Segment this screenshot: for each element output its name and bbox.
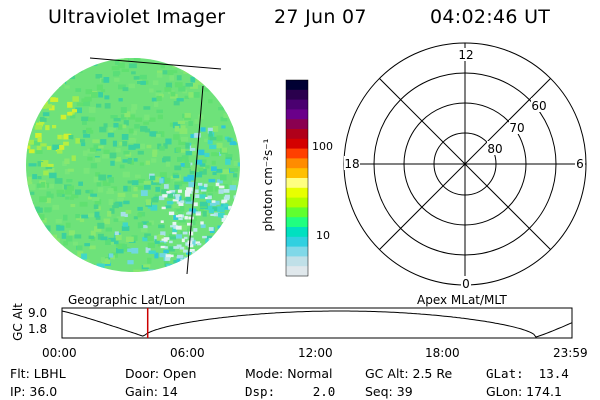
colorbar-tick-100: 100 <box>312 140 333 153</box>
mlt-label-18: 18 <box>344 157 359 171</box>
xtick-0600: 06:00 <box>170 346 205 360</box>
altitude-curve <box>61 310 573 338</box>
xtick-1200: 12:00 <box>298 346 333 360</box>
filter-info: Flt: LBHL <box>10 366 66 381</box>
xtick-0000: 00:00 <box>42 346 77 360</box>
mode-info: Mode: Normal <box>245 366 333 381</box>
dsp-info: Dsp: 2.0 <box>245 384 336 399</box>
terminator-line <box>186 85 204 275</box>
mlt-label-6: 6 <box>576 157 584 171</box>
polar-grid: 12 6 0 18 60 70 80 <box>343 42 587 291</box>
timeline-right-title: Apex MLat/MLT <box>417 293 507 307</box>
gain-info: Gain: 14 <box>125 384 178 399</box>
ip-info: IP: 36.0 <box>10 384 58 399</box>
image-boundary-line <box>89 57 222 70</box>
colorbar-tick-10: 10 <box>316 229 330 242</box>
mlat-label-80: 80 <box>487 142 502 156</box>
seq-info: Seq: 39 <box>365 384 413 399</box>
gc-alt-info: GC Alt: 2.5 Re <box>365 366 453 381</box>
mlt-label-12: 12 <box>458 48 473 62</box>
xtick-1800: 18:00 <box>425 346 460 360</box>
colorbar-unit-label: photon cm⁻²s⁻¹ <box>261 138 275 232</box>
mlat-label-60: 60 <box>531 99 546 113</box>
altitude-timeline <box>61 307 573 339</box>
timeline-left-title: Geographic Lat/Lon <box>68 293 186 307</box>
observation-date: 27 Jun 07 <box>274 6 367 28</box>
observation-time: 04:02:46 UT <box>430 6 551 28</box>
mlat-label-70: 70 <box>509 121 524 135</box>
xtick-2359: 23:59 <box>553 346 588 360</box>
mlt-label-0: 0 <box>462 277 470 291</box>
timeline-ytick-1-8: 1.8 <box>28 322 48 336</box>
instrument-title: Ultraviolet Imager <box>48 6 226 28</box>
timeline-y-label: GC Alt <box>11 303 25 341</box>
auroral-image <box>26 57 240 275</box>
glat-info: GLat: 13.4 <box>486 366 569 381</box>
timeline-ytick-9: 9.0 <box>28 306 48 320</box>
glon-info: GLon: 174.1 <box>486 384 562 399</box>
door-info: Door: Open <box>125 366 197 381</box>
colorbar <box>285 79 309 277</box>
